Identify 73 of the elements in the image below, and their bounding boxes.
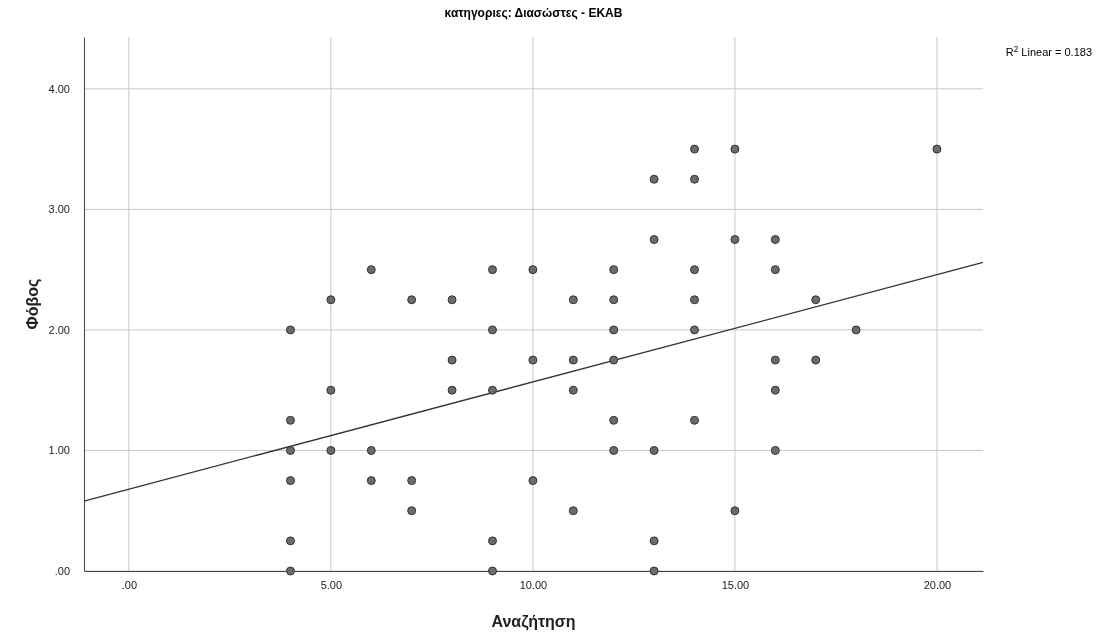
point [609,355,619,365]
point [488,265,497,275]
point [811,295,821,305]
point [528,355,538,365]
point [447,385,457,395]
point [568,385,578,395]
point [326,385,336,395]
point [285,415,295,425]
point [690,265,699,275]
point [285,325,295,335]
point [488,566,497,576]
point [730,506,740,516]
x-axis-title: Αναζήτηση [491,613,576,631]
point [407,476,417,486]
point [609,265,619,275]
point [488,385,497,395]
point [326,445,336,455]
point [609,325,619,335]
point [730,235,740,244]
point [690,144,699,154]
point [932,144,942,154]
x-tick-label: 15.00 [721,578,750,591]
point [609,295,619,305]
point [447,355,457,365]
y-tick-label: 2.00 [48,323,70,336]
point [690,325,699,335]
point [528,265,538,275]
y-tick-label: 3.00 [48,203,70,216]
x-tick-label: 20.00 [923,578,952,591]
point [690,174,699,184]
x-tick-label: 5.00 [320,578,343,591]
point [285,566,295,576]
point [285,445,295,455]
point [649,566,659,576]
point [690,295,699,305]
point [366,265,376,275]
text: R$^{2}$ Linear = 0.183 [1005,44,1092,58]
point [285,476,295,486]
point [528,476,538,486]
y-tick-label: 1.00 [48,444,70,457]
point [488,325,497,335]
point [609,415,619,425]
point [770,355,780,365]
point [326,295,336,305]
x-tick-label: 10.00 [519,578,548,591]
point [407,295,417,305]
point [285,536,295,546]
point [366,476,376,486]
point [568,295,578,305]
point [407,506,417,516]
point [649,235,659,244]
point [488,536,497,546]
point [568,355,578,365]
x-tick-label: .00 [121,578,137,591]
point [770,235,780,244]
y-tick-label: 4.00 [48,82,70,95]
point [770,445,780,455]
point [851,325,861,335]
chart-title: κατηγοριες: Διασώστες - ΕΚΑΒ [444,6,623,20]
point [770,265,780,275]
point [366,445,376,455]
point [609,445,619,455]
point [730,144,740,154]
point [649,445,659,455]
point [447,295,457,305]
point [649,536,659,546]
point [770,385,780,395]
point [568,506,578,516]
point [690,415,699,425]
y-axis-title: Φόβος [24,278,42,330]
point [811,355,821,365]
point [649,174,659,184]
y-tick-label: .00 [54,565,70,578]
